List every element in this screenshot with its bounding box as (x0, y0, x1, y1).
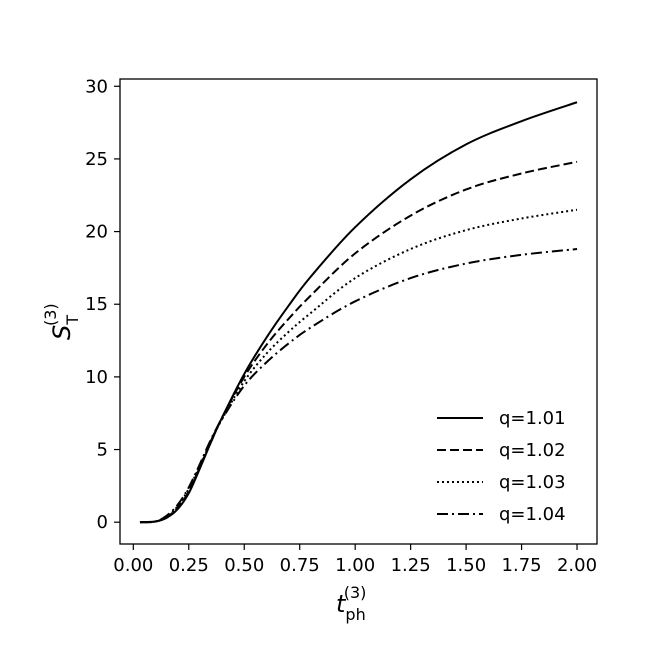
series-line-3 (139, 208, 578, 524)
legend-label-3: q=1.03 (499, 472, 566, 493)
x-tick-label: 0.50 (224, 555, 264, 576)
y-tick-label: 25 (85, 149, 108, 170)
x-axis: 0.00 0.25 0.50 0.75 1.00 1.25 1.50 1.75 2.00 (113, 544, 597, 576)
x-tick-label: 1.75 (502, 555, 542, 576)
series-line-1 (139, 101, 578, 524)
x-tick-label: 1.25 (391, 555, 431, 576)
x-tick-label: 0.25 (169, 555, 209, 576)
y-tick-label: 5 (97, 440, 108, 461)
legend: q=1.01 q=1.02 q=1.03 q=1.04 (437, 408, 566, 525)
y-tick-label: 30 (85, 76, 108, 97)
legend-label-1: q=1.01 (499, 408, 566, 429)
series-layer (139, 101, 578, 524)
x-axis-title-sup: (3) (344, 583, 367, 602)
y-tick-label: 20 (85, 222, 108, 243)
x-tick-label: 0.00 (113, 555, 153, 576)
legend-label-2: q=1.02 (499, 440, 566, 461)
x-tick-label: 1.50 (446, 555, 486, 576)
y-axis-title-sup: (3) (41, 303, 60, 326)
y-tick-label: 15 (85, 294, 108, 315)
y-tick-label: 10 (85, 367, 108, 388)
plot-frame (119, 78, 598, 545)
y-axis-title: ST(3) (41, 303, 82, 340)
x-tick-label: 1.00 (335, 555, 375, 576)
y-tick-label: 0 (97, 512, 108, 533)
y-axis-title-sub: T (63, 315, 82, 326)
x-tick-label: 2.00 (557, 555, 597, 576)
legend-label-4: q=1.04 (499, 504, 566, 525)
x-axis-title: tph(3) (336, 583, 366, 624)
y-axis: 0 5 10 15 20 25 30 (85, 76, 120, 533)
x-tick-label: 0.75 (280, 555, 320, 576)
series-line-2 (139, 160, 578, 524)
x-axis-title-sub: ph (345, 605, 365, 624)
